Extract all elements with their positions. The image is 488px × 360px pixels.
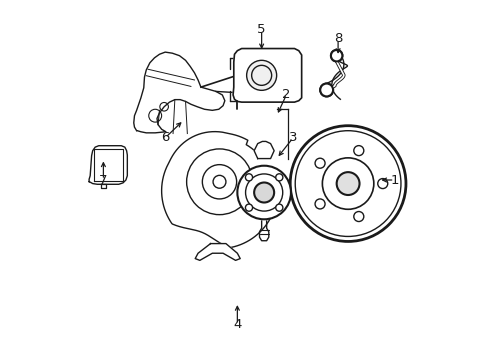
Circle shape [320,84,332,96]
Polygon shape [195,244,240,260]
Polygon shape [233,49,301,102]
Circle shape [237,166,290,219]
Circle shape [275,174,282,181]
Text: 2: 2 [282,88,290,101]
Polygon shape [89,146,127,184]
Circle shape [245,204,252,211]
Text: 5: 5 [257,23,265,36]
Text: 7: 7 [99,174,107,186]
Circle shape [254,183,274,203]
Circle shape [330,50,342,62]
Polygon shape [134,52,224,133]
Circle shape [245,174,252,181]
Circle shape [275,204,282,211]
Circle shape [246,60,276,90]
Text: 6: 6 [161,131,169,144]
Text: 1: 1 [389,174,398,186]
Polygon shape [162,132,273,248]
Circle shape [330,50,342,62]
Circle shape [336,172,359,195]
Text: 3: 3 [288,131,297,144]
Circle shape [290,126,405,242]
Text: 8: 8 [333,32,342,45]
Circle shape [320,84,332,96]
Text: 4: 4 [233,318,241,331]
Polygon shape [254,141,274,158]
